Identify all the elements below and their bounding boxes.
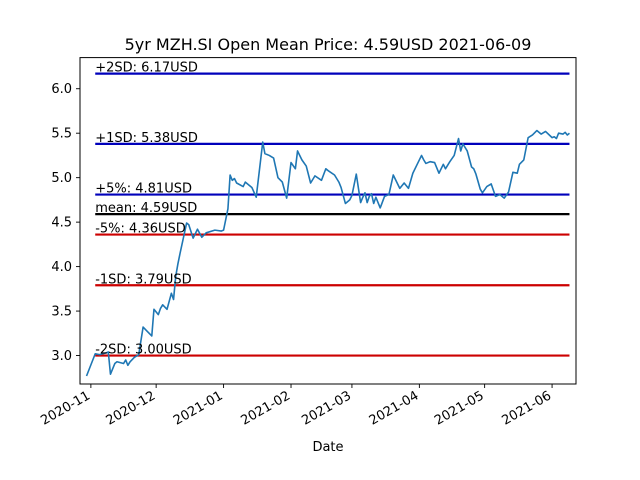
reference-line-label: +2SD: 6.17USD: [95, 61, 198, 76]
reference-line-label: +1SD: 5.38USD: [95, 131, 198, 146]
y-tick-label: 4.0: [51, 260, 72, 275]
reference-line-label: -5%: 4.36USD: [95, 222, 186, 237]
series-group: [85, 129, 570, 377]
chart-title: 5yr MZH.SI Open Mean Price: 4.59USD 2021…: [125, 35, 532, 54]
plot-frame: [79, 57, 577, 385]
reference-line-labels: +2SD: 6.17USD +1SD: 5.38USD +5%: 4.81USD me…: [95, 61, 198, 358]
reference-lines: [95, 72, 570, 357]
reference-line-label: -1SD: 3.79USD: [95, 272, 191, 287]
reference-line-label: +5%: 4.81USD: [95, 182, 192, 197]
reference-line-label: -2SD: 3.00USD: [95, 343, 191, 358]
y-tick-label: 5.0: [51, 171, 72, 186]
y-tick-label: 4.5: [51, 216, 72, 231]
reference-line-label: mean: 4.59USD: [95, 201, 197, 216]
y-tick-label: 3.0: [51, 349, 72, 364]
y-axis: 3.0 3.5 4.0 4.5 5.0 5.5 6.0: [51, 82, 80, 364]
price-series-line: [85, 129, 570, 377]
y-tick-label: 3.5: [51, 305, 72, 320]
y-tick-label: 6.0: [51, 82, 72, 97]
y-tick-label: 5.5: [51, 127, 72, 142]
x-axis-label: Date: [312, 440, 343, 455]
